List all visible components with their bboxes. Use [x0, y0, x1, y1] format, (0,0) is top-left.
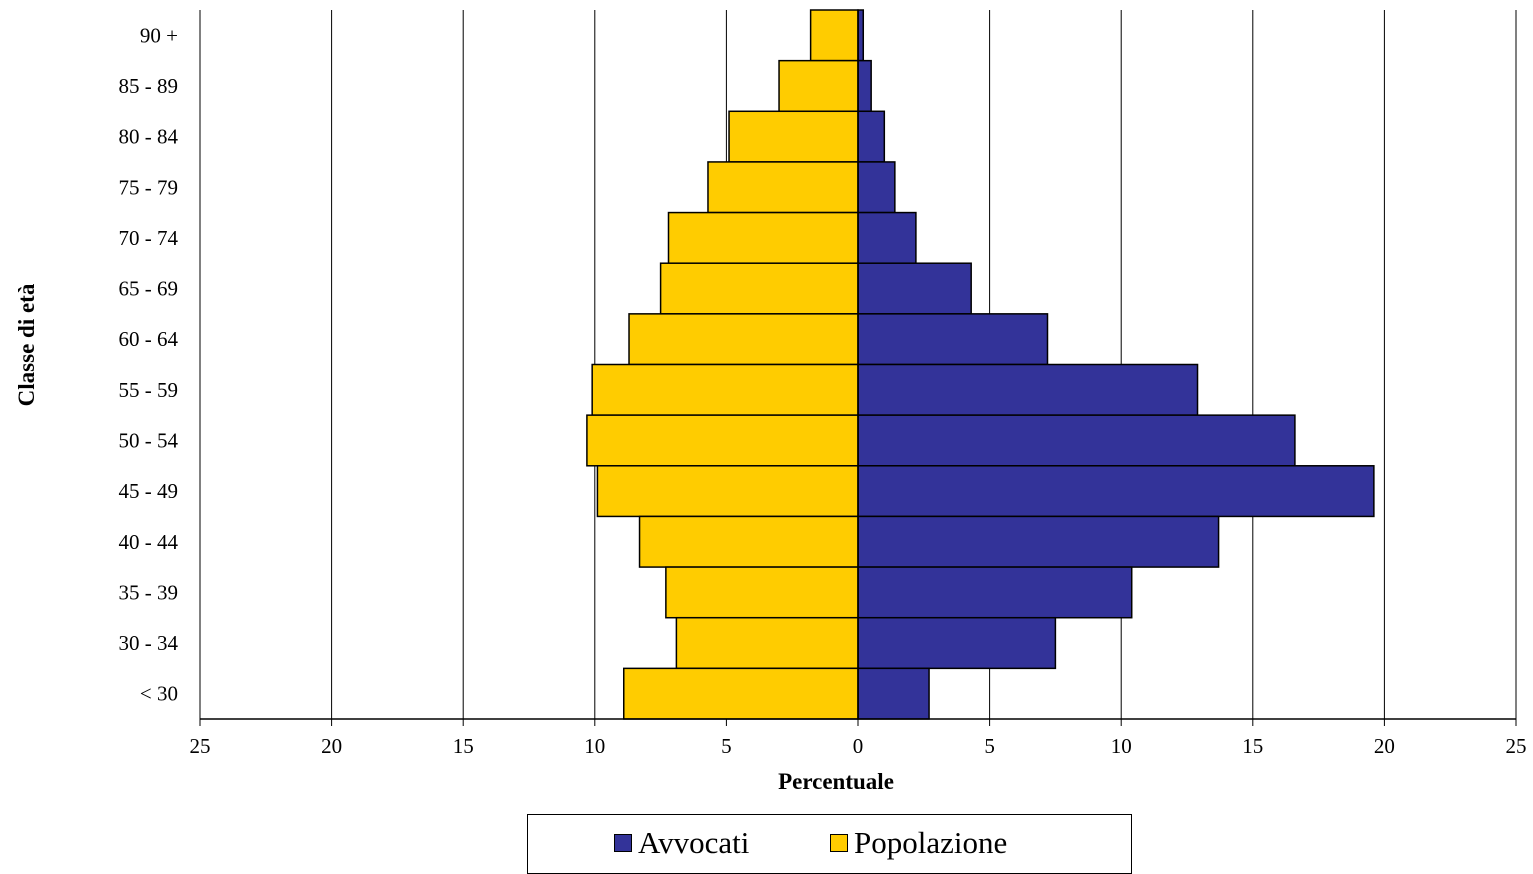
y-tick-label: 50 - 54 — [119, 428, 179, 452]
bar-avvocati — [857, 465, 1375, 518]
x-tick-label: 15 — [1242, 734, 1263, 758]
bar-avvocati — [857, 313, 1049, 366]
legend-item-popolazione: Popolazione — [830, 825, 1007, 861]
y-tick-label: < 30 — [140, 682, 178, 706]
bar-avvocati — [857, 566, 1133, 619]
bar-avvocati — [857, 262, 972, 315]
population-pyramid-chart: 90 + 85 - 89 80 - 84 75 - 79 70 - 74 65 - 69 6… — [14, 9, 1527, 794]
bar-popolazione — [586, 414, 859, 467]
y-tick-label: 45 - 49 — [119, 479, 179, 503]
bar-avvocati — [857, 59, 872, 113]
bar-popolazione — [638, 515, 859, 568]
x-tick-label: 0 — [853, 734, 864, 758]
y-tick-label: 90 + — [140, 23, 178, 47]
bar-popolazione — [675, 616, 859, 670]
x-tick-label: 20 — [321, 734, 342, 758]
bar-popolazione — [596, 465, 859, 518]
x-tick-label: 5 — [721, 734, 732, 758]
bar-avvocati — [857, 363, 1199, 416]
legend-item-avvocati: Avvocati — [614, 825, 749, 861]
x-tick-label: 25 — [190, 734, 211, 758]
y-tick-labels: 90 + 85 - 89 80 - 84 75 - 79 70 - 74 65 - 69 6… — [119, 23, 179, 705]
bar-avvocati — [857, 667, 930, 720]
bar-popolazione — [707, 161, 859, 214]
y-tick-label: 60 - 64 — [119, 327, 179, 351]
bar-avvocati — [857, 515, 1220, 568]
legend-label-avvocati: Avvocati — [638, 825, 750, 860]
legend-label-popolazione: Popolazione — [854, 825, 1008, 860]
bar-popolazione — [623, 667, 859, 720]
bar-popolazione — [591, 363, 859, 416]
y-tick-label: 65 - 69 — [119, 277, 179, 301]
bar-avvocati — [857, 9, 865, 62]
bar-avvocati — [857, 161, 896, 214]
x-tick-label: 10 — [1111, 734, 1132, 758]
bar-popolazione — [659, 262, 859, 315]
bar-popolazione — [809, 9, 859, 62]
chart-legend: Avvocati Popolazione — [527, 814, 1132, 874]
x-tick-label: 15 — [453, 734, 474, 758]
legend-swatch-popolazione — [830, 834, 848, 852]
x-tick-label: 20 — [1374, 734, 1395, 758]
bar-popolazione — [628, 313, 859, 366]
bar-avvocati — [857, 616, 1057, 670]
y-tick-label: 70 - 74 — [119, 226, 179, 250]
bar-popolazione — [667, 211, 859, 264]
bar-popolazione — [728, 110, 859, 163]
x-tick-label: 25 — [1506, 734, 1527, 758]
y-axis-title: Classe di età — [14, 283, 39, 406]
bars-layer — [586, 9, 1375, 720]
y-tick-label: 55 - 59 — [119, 378, 179, 402]
legend-swatch-avvocati — [614, 834, 632, 852]
axes-layer — [200, 10, 1516, 720]
x-tick-label: 10 — [584, 734, 605, 758]
bar-avvocati — [857, 211, 917, 264]
y-tick-label: 40 - 44 — [119, 530, 179, 554]
x-tick-label: 5 — [984, 734, 995, 758]
y-tick-label: 80 - 84 — [119, 125, 179, 149]
y-tick-label: 75 - 79 — [119, 175, 179, 199]
y-tick-label: 30 - 34 — [119, 631, 179, 655]
y-tick-label: 35 - 39 — [119, 580, 179, 604]
y-tick-label: 85 - 89 — [119, 74, 179, 98]
bar-avvocati — [857, 414, 1296, 467]
bar-popolazione — [665, 566, 859, 619]
bar-popolazione — [778, 59, 859, 113]
x-axis-title: Percentuale — [778, 769, 894, 794]
x-tick-labels: 25 20 15 10 5 0 5 10 15 20 25 — [190, 734, 1527, 758]
bar-avvocati — [857, 110, 886, 163]
